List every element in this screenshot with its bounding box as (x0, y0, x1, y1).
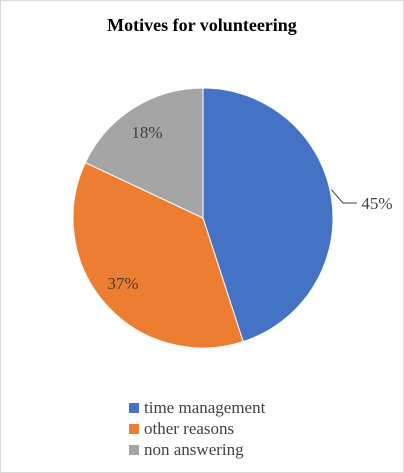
legend-item-non-answering: non answering (129, 439, 265, 460)
legend-label: time management (144, 397, 266, 417)
pie-slice-time-management (202, 87, 334, 343)
legend-label: other reasons (144, 418, 235, 438)
legend-label: non answering (144, 439, 244, 459)
leader-line (331, 189, 357, 204)
legend-item-time-management: time management (129, 397, 265, 418)
data-label-non-answering: 18% (131, 123, 162, 142)
legend-swatch (129, 423, 139, 434)
data-label-other-reasons: 37% (107, 274, 138, 293)
chart-legend: time management other reasons non answerin… (129, 397, 265, 460)
legend-swatch (129, 444, 139, 455)
data-label-time-management: 45% (361, 194, 392, 213)
pie-slice-other-reasons (72, 161, 244, 349)
chart-title: Motives for volunteering (107, 15, 297, 35)
legend-item-other-reasons: other reasons (129, 418, 265, 439)
pie-slice-non-answering (84, 87, 204, 219)
legend-swatch (129, 402, 139, 413)
